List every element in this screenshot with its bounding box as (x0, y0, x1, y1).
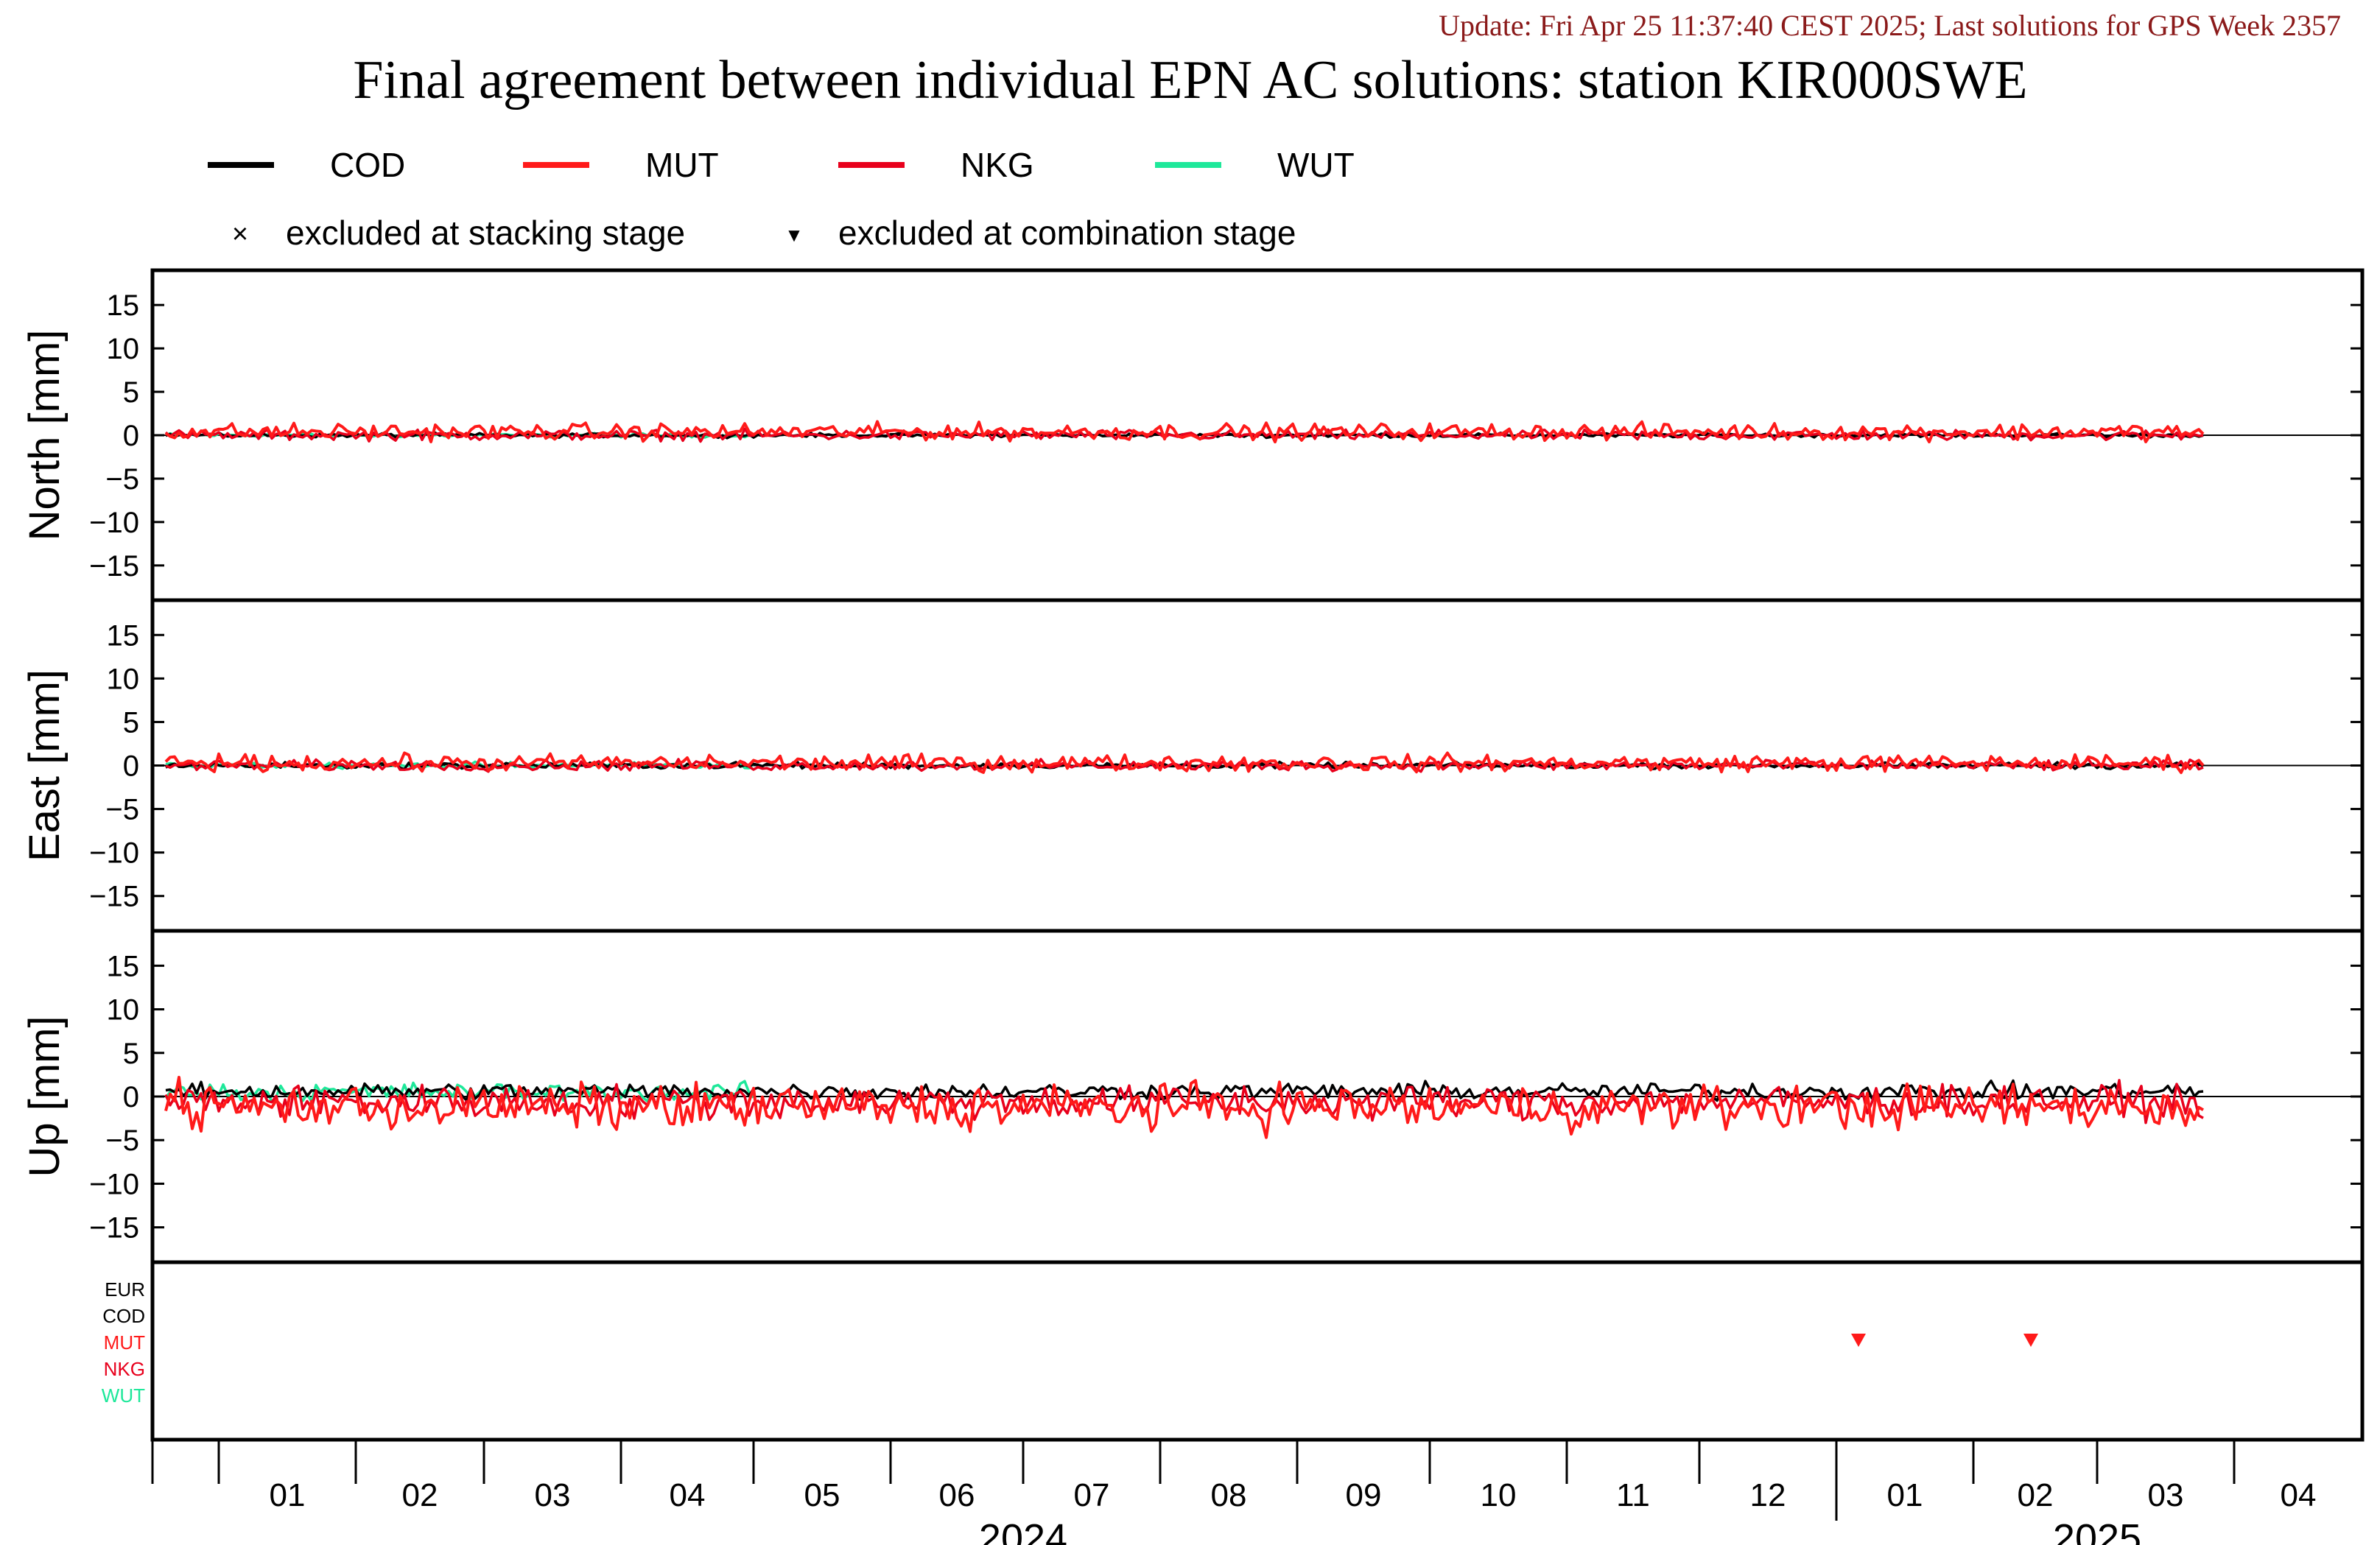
panel-east: 15 10 5 0 −5 −10 −15 East [mm] (21, 598, 2365, 933)
x-year-label: 2025 (2053, 1516, 2141, 1545)
x-month-label: 06 (939, 1477, 975, 1513)
x-month-label: 05 (804, 1477, 840, 1513)
y-tick-label: 15 (107, 950, 140, 982)
excluded-combination-marker (2023, 1334, 2038, 1347)
y-tick-label: −5 (105, 463, 139, 496)
exclusion-row-label: COD (102, 1305, 145, 1327)
x-month-label: 08 (1211, 1477, 1247, 1513)
chart-title: Final agreement between individual EPN A… (353, 50, 2027, 110)
x-month-label: 12 (1750, 1477, 1786, 1513)
y-tick-label: −5 (105, 794, 139, 826)
time-axis: 01 02 03 04 05 06 07 08 09 10 11 12 01 02 03 04 2024 2025 (151, 1440, 2317, 1545)
exclusion-row-label: NKG (104, 1358, 145, 1380)
x-month-label: 01 (1887, 1477, 1923, 1513)
x-month-label: 04 (2281, 1477, 2317, 1513)
x-month-label: 10 (1481, 1477, 1517, 1513)
x-month-label: 02 (2018, 1477, 2054, 1513)
exclusion-row-label: MUT (104, 1331, 145, 1354)
y-tick-label: 5 (123, 376, 139, 409)
legend-excluded-combination: excluded at combination stage (838, 214, 1296, 252)
panel-up: 15 10 5 0 −5 −10 −15 Up [mm] (21, 929, 2365, 1264)
plot-panels: 15 10 5 0 −5 −10 −15 North [mm] 15 10 5 0 −5 −10 −15 Ea… (21, 268, 2365, 1264)
x-month-label: 07 (1074, 1477, 1110, 1513)
excluded-combination-marker (1851, 1334, 1866, 1347)
series-mut-line (164, 420, 2205, 444)
y-tick-label: 10 (107, 663, 140, 695)
legend-label-nkg: NKG (961, 146, 1034, 184)
x-year-label: 2024 (979, 1516, 1067, 1545)
legend-excluded-stacking: excluded at stacking stage (286, 214, 685, 252)
y-tick-label: 0 (123, 1081, 139, 1113)
y-tick-label: −15 (89, 881, 139, 913)
x-month-label: 03 (2148, 1477, 2184, 1513)
exclusion-row-label: WUT (102, 1384, 145, 1407)
x-month-label: 01 (270, 1477, 306, 1513)
exclusion-frame (150, 1260, 2365, 1442)
y-tick-label: 0 (123, 750, 139, 783)
y-tick-label: −10 (89, 507, 139, 539)
update-text: Update: Fri Apr 25 11:37:40 CEST 2025; L… (1439, 9, 2341, 42)
x-month-label: 09 (1346, 1477, 1382, 1513)
y-axis-label: East [mm] (21, 669, 69, 862)
y-tick-label: 10 (107, 333, 140, 365)
y-tick-label: 5 (123, 706, 139, 739)
legend: COD MUT NKG WUT × excluded at stacking s… (208, 146, 1355, 252)
y-tick-label: −10 (89, 1168, 139, 1200)
legend-label-wut: WUT (1277, 146, 1355, 184)
y-tick-label: 5 (123, 1038, 139, 1070)
series-mut-line (164, 751, 2205, 775)
y-axis-label: Up [mm] (21, 1016, 69, 1177)
y-tick-label: 15 (107, 619, 140, 652)
series-nkg-line (164, 1079, 2204, 1125)
y-tick-label: 15 (107, 289, 140, 322)
x-month-label: 11 (1616, 1477, 1650, 1513)
series-nkg-line (164, 427, 2204, 443)
series-cod-line (165, 1079, 2204, 1102)
y-axis-label: North [mm] (21, 330, 69, 541)
legend-cross-symbol: × (232, 219, 248, 250)
legend-label-cod: COD (330, 146, 405, 184)
y-tick-label: −10 (89, 837, 139, 870)
y-tick-label: −15 (89, 550, 139, 583)
legend-triangle-symbol: ▼ (784, 224, 804, 246)
y-tick-label: −5 (105, 1125, 139, 1157)
series-mut-line (164, 1075, 2205, 1139)
x-month-label: 04 (670, 1477, 706, 1513)
y-tick-label: −15 (89, 1212, 139, 1245)
y-tick-label: 0 (123, 420, 139, 452)
exclusion-panel: EUR COD MUT NKG WUT (102, 1260, 2365, 1442)
y-tick-label: 10 (107, 994, 140, 1027)
panel-north: 15 10 5 0 −5 −10 −15 North [mm] (21, 268, 2365, 602)
x-month-label: 03 (535, 1477, 571, 1513)
legend-label-mut: MUT (645, 146, 719, 184)
exclusion-row-label: EUR (105, 1278, 145, 1301)
x-month-label: 02 (402, 1477, 438, 1513)
